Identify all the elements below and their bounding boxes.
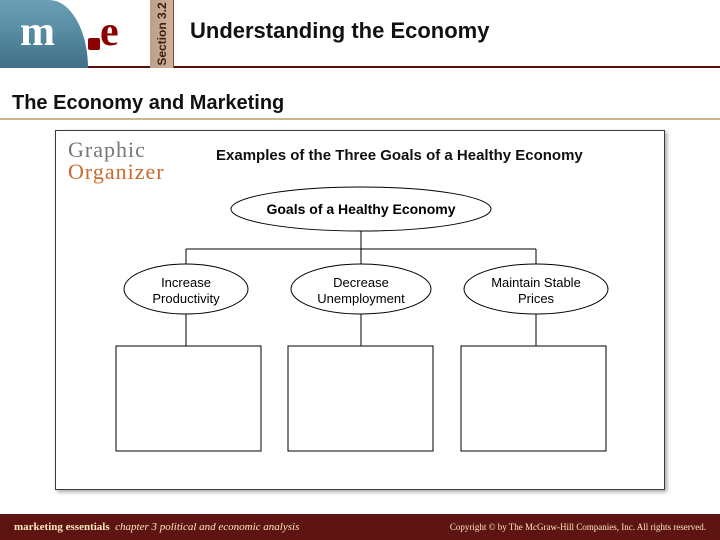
subheading-rule: [0, 118, 720, 120]
svg-text:Goals of a Healthy Economy: Goals of a Healthy Economy: [266, 201, 455, 217]
footer-chapter: chapter 3 political and economic analysi…: [115, 521, 299, 533]
goals-diagram: Goals of a Healthy Economy IncreaseProduc…: [56, 181, 666, 481]
graphic-organizer-logo: Graphic Organizer: [68, 139, 165, 183]
panel-title: Examples of the Three Goals of a Healthy…: [216, 147, 583, 164]
slide-header: m e Section 3.2 Understanding the Econom…: [0, 0, 720, 68]
svg-text:Decrease: Decrease: [333, 275, 389, 290]
subheading: The Economy and Marketing: [12, 92, 284, 115]
section-label: Section 3.2: [155, 2, 169, 65]
slide-footer: marketing essentials chapter 3 political…: [0, 514, 720, 540]
svg-text:Increase: Increase: [161, 275, 211, 290]
content-panel: Graphic Organizer Examples of the Three …: [55, 130, 665, 490]
svg-text:Unemployment: Unemployment: [317, 291, 405, 306]
section-tab: Section 3.2: [150, 0, 174, 68]
svg-text:Maintain Stable: Maintain Stable: [491, 275, 581, 290]
footer-left: marketing essentials chapter 3 political…: [14, 521, 299, 533]
footer-copyright: Copyright © by The McGraw-Hill Companies…: [450, 522, 706, 532]
logo-dot-icon: [88, 38, 100, 50]
page-title: Understanding the Economy: [190, 18, 489, 44]
svg-text:Prices: Prices: [518, 291, 555, 306]
logo-letter-e: e: [100, 8, 119, 56]
brand-logo: m e: [0, 0, 150, 68]
footer-brand: marketing essentials: [14, 521, 110, 533]
svg-text:Productivity: Productivity: [152, 291, 220, 306]
logo-letter-m: m: [20, 8, 55, 56]
